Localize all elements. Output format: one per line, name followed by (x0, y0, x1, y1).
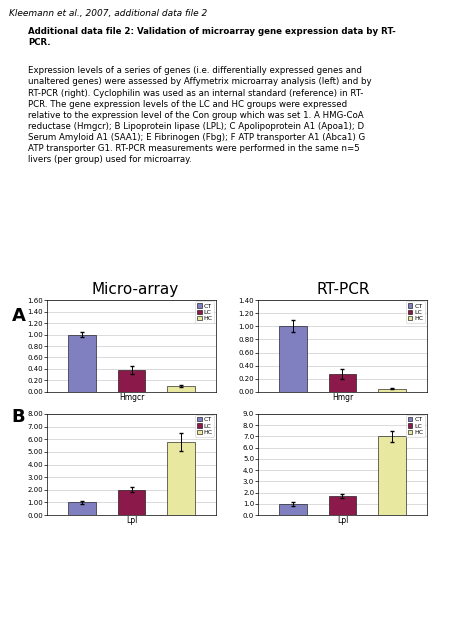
Bar (167, 386, 195, 392)
Bar (68, 334, 96, 392)
Bar (118, 370, 145, 392)
Text: B: B (12, 408, 26, 425)
Bar (118, 490, 145, 515)
Text: Additional data file 2: Validation of microarray gene expression data by RT-
PCR: Additional data file 2: Validation of mi… (28, 27, 396, 47)
Text: A: A (12, 307, 26, 324)
Legend: CT, LC, HC: CT, LC, HC (406, 301, 425, 323)
Legend: CT, LC, HC: CT, LC, HC (406, 415, 425, 437)
Bar (378, 389, 406, 392)
Legend: CT, LC, HC: CT, LC, HC (195, 301, 214, 323)
X-axis label: Hmgcr: Hmgcr (119, 393, 144, 402)
Bar (68, 502, 96, 515)
Text: Expression levels of a series of genes (i.e. differentially expressed genes and
: Expression levels of a series of genes (… (28, 66, 372, 164)
Bar (167, 442, 195, 515)
Bar (279, 504, 307, 515)
Bar (329, 374, 356, 392)
X-axis label: Hmgr: Hmgr (332, 393, 353, 402)
Text: Micro-array: Micro-array (91, 282, 179, 297)
X-axis label: Lpl: Lpl (126, 516, 137, 525)
Text: RT-PCR: RT-PCR (317, 282, 370, 297)
Bar (329, 496, 356, 515)
X-axis label: Lpl: Lpl (337, 516, 348, 525)
Bar (378, 437, 406, 515)
Legend: CT, LC, HC: CT, LC, HC (195, 415, 214, 437)
Bar (279, 326, 307, 392)
Text: Kleemann et al., 2007, additional data file 2: Kleemann et al., 2007, additional data f… (9, 9, 208, 18)
